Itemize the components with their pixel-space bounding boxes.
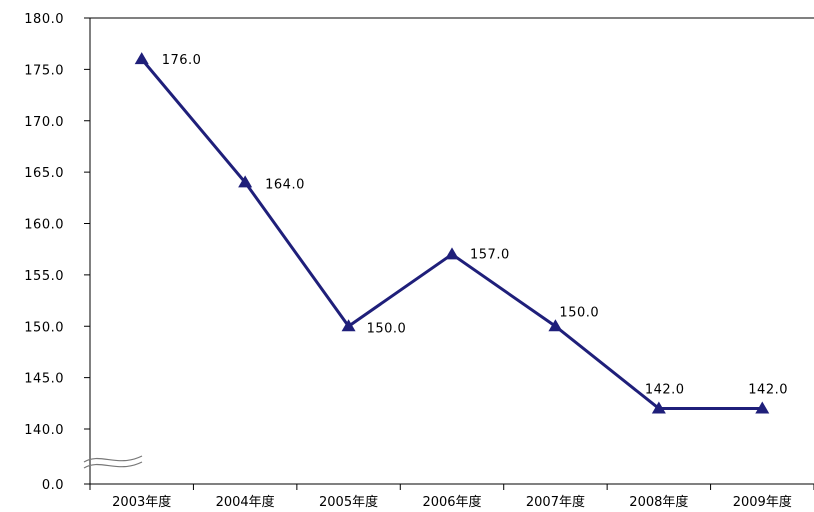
y-tick-label: 150.0 [24, 320, 64, 335]
x-axis-ticks: 2003年度 2004年度 2005年度 2006年度 2007年度 2008年度 2009… [89, 484, 814, 510]
data-point-marker [548, 319, 563, 332]
x-tick-label: 2003年度 [112, 494, 171, 510]
x-tick-label: 2006年度 [422, 494, 481, 510]
x-tick-label: 2009年度 [733, 494, 792, 510]
data-label: 164.0 [265, 177, 305, 192]
data-point-marker [755, 401, 770, 414]
y-tick-label: 140.0 [24, 423, 64, 438]
axis-break-symbol [83, 455, 143, 469]
data-label: 142.0 [748, 382, 788, 397]
data-labels: 176.0 164.0 150.0 157.0 150.0 142.0 142.0 [162, 53, 788, 397]
y-tick-label: 170.0 [24, 115, 64, 130]
y-tick-label: 145.0 [24, 372, 64, 387]
y-tick-label: 165.0 [24, 166, 64, 181]
data-point-marker [341, 319, 356, 332]
y-tick-label: 155.0 [24, 269, 64, 284]
data-point-marker [445, 247, 459, 260]
data-point-marker [238, 175, 253, 188]
data-point-marker [134, 52, 149, 65]
data-label: 157.0 [470, 247, 510, 262]
x-tick-label: 2004年度 [216, 494, 275, 510]
y-tick-label: 180.0 [24, 12, 64, 27]
data-label: 176.0 [162, 53, 202, 68]
x-tick-label: 2005年度 [319, 494, 378, 510]
data-label: 142.0 [645, 382, 685, 397]
y-tick-label: 160.0 [24, 218, 64, 233]
x-tick-label: 2008年度 [629, 494, 688, 510]
series-line [140, 58, 763, 410]
series-group [134, 52, 770, 414]
y-tick-label: 175.0 [24, 63, 64, 78]
x-tick-label: 2007年度 [526, 494, 585, 510]
chart-axes [83, 17, 814, 485]
data-label: 150.0 [559, 305, 599, 320]
data-label: 150.0 [367, 321, 407, 336]
data-point-marker [651, 401, 666, 414]
y-axis-ticks: 180.0 175.0 170.0 165.0 160.0 155.0 150.0 145.0… [24, 12, 90, 493]
y-tick-label: 0.0 [42, 478, 64, 493]
